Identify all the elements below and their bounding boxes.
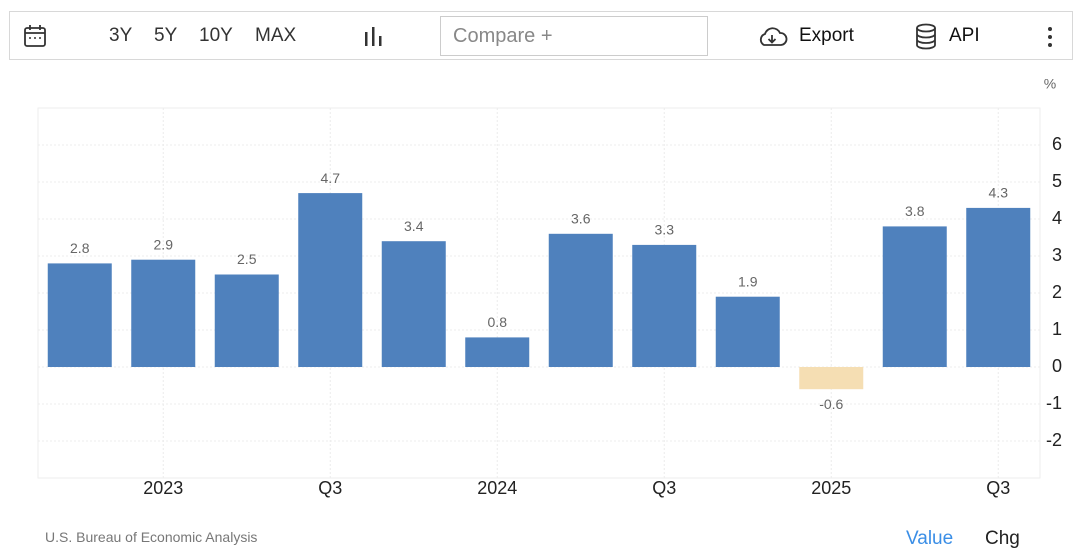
y-tick-label: 4 <box>1052 208 1062 228</box>
chart: % -2 -1 0 1 2 3 4 5 6 2023 Q3 2024 Q3 2025 Q3 2.8 2.9 2.5… <box>37 76 1062 498</box>
value-label: 0.8 <box>488 314 508 330</box>
bar <box>381 241 446 367</box>
unit-label: % <box>1044 76 1056 92</box>
x-tick-label: Q3 <box>318 478 342 498</box>
value-label: 3.6 <box>571 211 591 227</box>
compare-input[interactable]: Compare + <box>440 16 708 56</box>
bar <box>966 207 1031 367</box>
x-tick-label: 2024 <box>477 478 517 498</box>
export-icon[interactable] <box>756 25 788 49</box>
calendar-icon[interactable] <box>23 24 49 50</box>
tab[interactable]: Chg <box>985 528 1020 549</box>
y-tick-label: -1 <box>1046 393 1062 413</box>
value-label: 3.3 <box>655 222 675 238</box>
bar <box>214 274 279 367</box>
value-label: 2.9 <box>154 236 174 252</box>
range-button[interactable]: 10Y <box>199 25 233 46</box>
x-tick-label: Q3 <box>986 478 1010 498</box>
api-button[interactable]: API <box>949 25 980 46</box>
y-tick-label: 3 <box>1052 245 1062 265</box>
value-label: 3.8 <box>905 203 925 219</box>
value-label: 2.5 <box>237 251 257 267</box>
x-tick-label: Q3 <box>652 478 676 498</box>
export-button[interactable]: Export <box>799 25 854 46</box>
chart-type-icon[interactable] <box>363 26 385 48</box>
y-tick-label: 6 <box>1052 134 1062 154</box>
value-label: 3.4 <box>404 218 424 234</box>
value-label: 2.8 <box>70 240 90 256</box>
value-label: 4.7 <box>321 170 341 186</box>
bar <box>131 259 196 367</box>
y-tick-label: -2 <box>1046 430 1062 450</box>
toolbar: 3Y 5Y 10Y MAX Compare + Export API <box>9 11 1073 60</box>
bar <box>548 233 613 367</box>
x-tick-label: 2025 <box>811 478 851 498</box>
value-label: 4.3 <box>989 185 1009 201</box>
tab[interactable]: Value <box>906 528 954 549</box>
y-tick-label: 1 <box>1052 319 1062 339</box>
bar <box>298 193 363 367</box>
bar <box>882 226 947 367</box>
bar <box>465 337 530 367</box>
range-button[interactable]: 3Y <box>109 25 133 46</box>
api-icon[interactable] <box>914 23 938 51</box>
source: U.S. Bureau of Economic Analysis <box>45 529 258 545</box>
bar <box>715 296 780 367</box>
more-icon[interactable] <box>1046 26 1054 48</box>
y-tick-label: 5 <box>1052 171 1062 191</box>
bar <box>799 367 864 390</box>
value-label: -0.6 <box>819 396 843 412</box>
y-tick-label: 2 <box>1052 282 1062 302</box>
range-button[interactable]: MAX <box>255 25 297 46</box>
range-button[interactable]: 5Y <box>154 25 178 46</box>
bar <box>47 263 112 367</box>
value-label: 1.9 <box>738 273 758 289</box>
x-tick-label: 2023 <box>143 478 183 498</box>
bar <box>632 244 697 367</box>
y-tick-label: 0 <box>1052 356 1062 376</box>
